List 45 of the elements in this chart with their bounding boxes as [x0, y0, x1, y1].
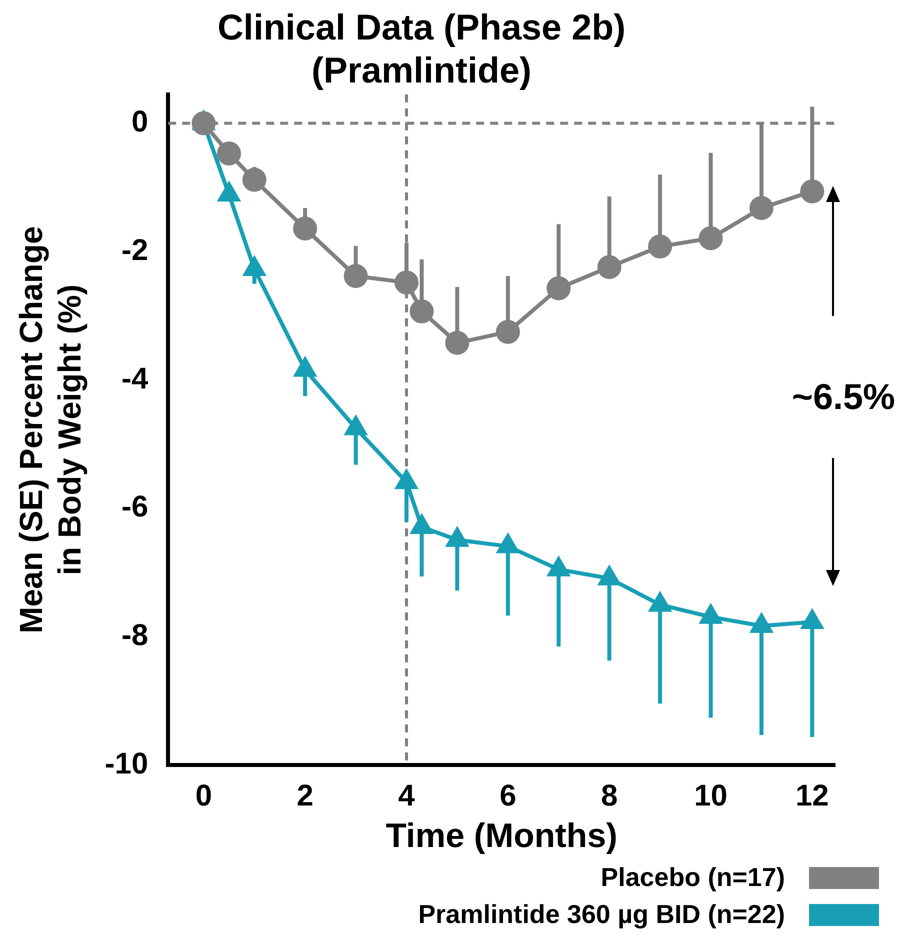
point	[410, 299, 434, 324]
point	[394, 270, 418, 294]
x-tick-label: 8	[600, 779, 618, 812]
point	[497, 534, 519, 554]
point	[698, 226, 723, 250]
x-tick-label: 12	[795, 779, 829, 812]
point	[192, 111, 216, 136]
y-tick-label: -10	[104, 747, 148, 780]
point	[496, 320, 520, 344]
y-axis-title: Mean (SE) Percent Change in Body Weight (%)	[13, 226, 88, 634]
point	[411, 515, 432, 534]
point	[242, 168, 266, 192]
x-tick-label: 2	[296, 779, 314, 812]
point	[802, 610, 823, 630]
point	[546, 276, 571, 300]
y-tick-label: -8	[121, 619, 148, 652]
y-tick-label: -6	[121, 490, 148, 524]
point	[445, 330, 470, 355]
point	[396, 470, 418, 490]
point	[598, 566, 620, 586]
annotation: ~6.5%	[792, 376, 895, 418]
point	[700, 604, 722, 624]
legend-label: Placebo (n=17)	[600, 862, 785, 893]
point	[293, 216, 318, 241]
y-tick-label: -4	[121, 362, 148, 396]
point	[548, 557, 570, 576]
point	[749, 196, 774, 220]
point	[446, 528, 468, 547]
y-tick-label: 0	[131, 106, 148, 139]
y-tick-label: -2	[121, 234, 148, 267]
point	[345, 416, 366, 436]
x-tick-label: 4	[398, 779, 416, 812]
x-tick-label: 0	[195, 779, 212, 812]
point	[649, 592, 671, 612]
legend-label: Pramlintide 360 µg BID (n=22)	[418, 899, 785, 930]
point	[750, 614, 772, 633]
point	[217, 141, 242, 166]
point	[648, 234, 672, 259]
point	[597, 255, 622, 280]
point	[800, 179, 824, 204]
x-tick-label: 10	[694, 779, 728, 812]
chart-title: Clinical Data (Phase 2b) (Pramlintide)	[217, 6, 626, 91]
x-axis-title: Time (Months)	[386, 816, 618, 855]
point	[344, 264, 368, 288]
x-tick-label: 6	[500, 779, 516, 812]
